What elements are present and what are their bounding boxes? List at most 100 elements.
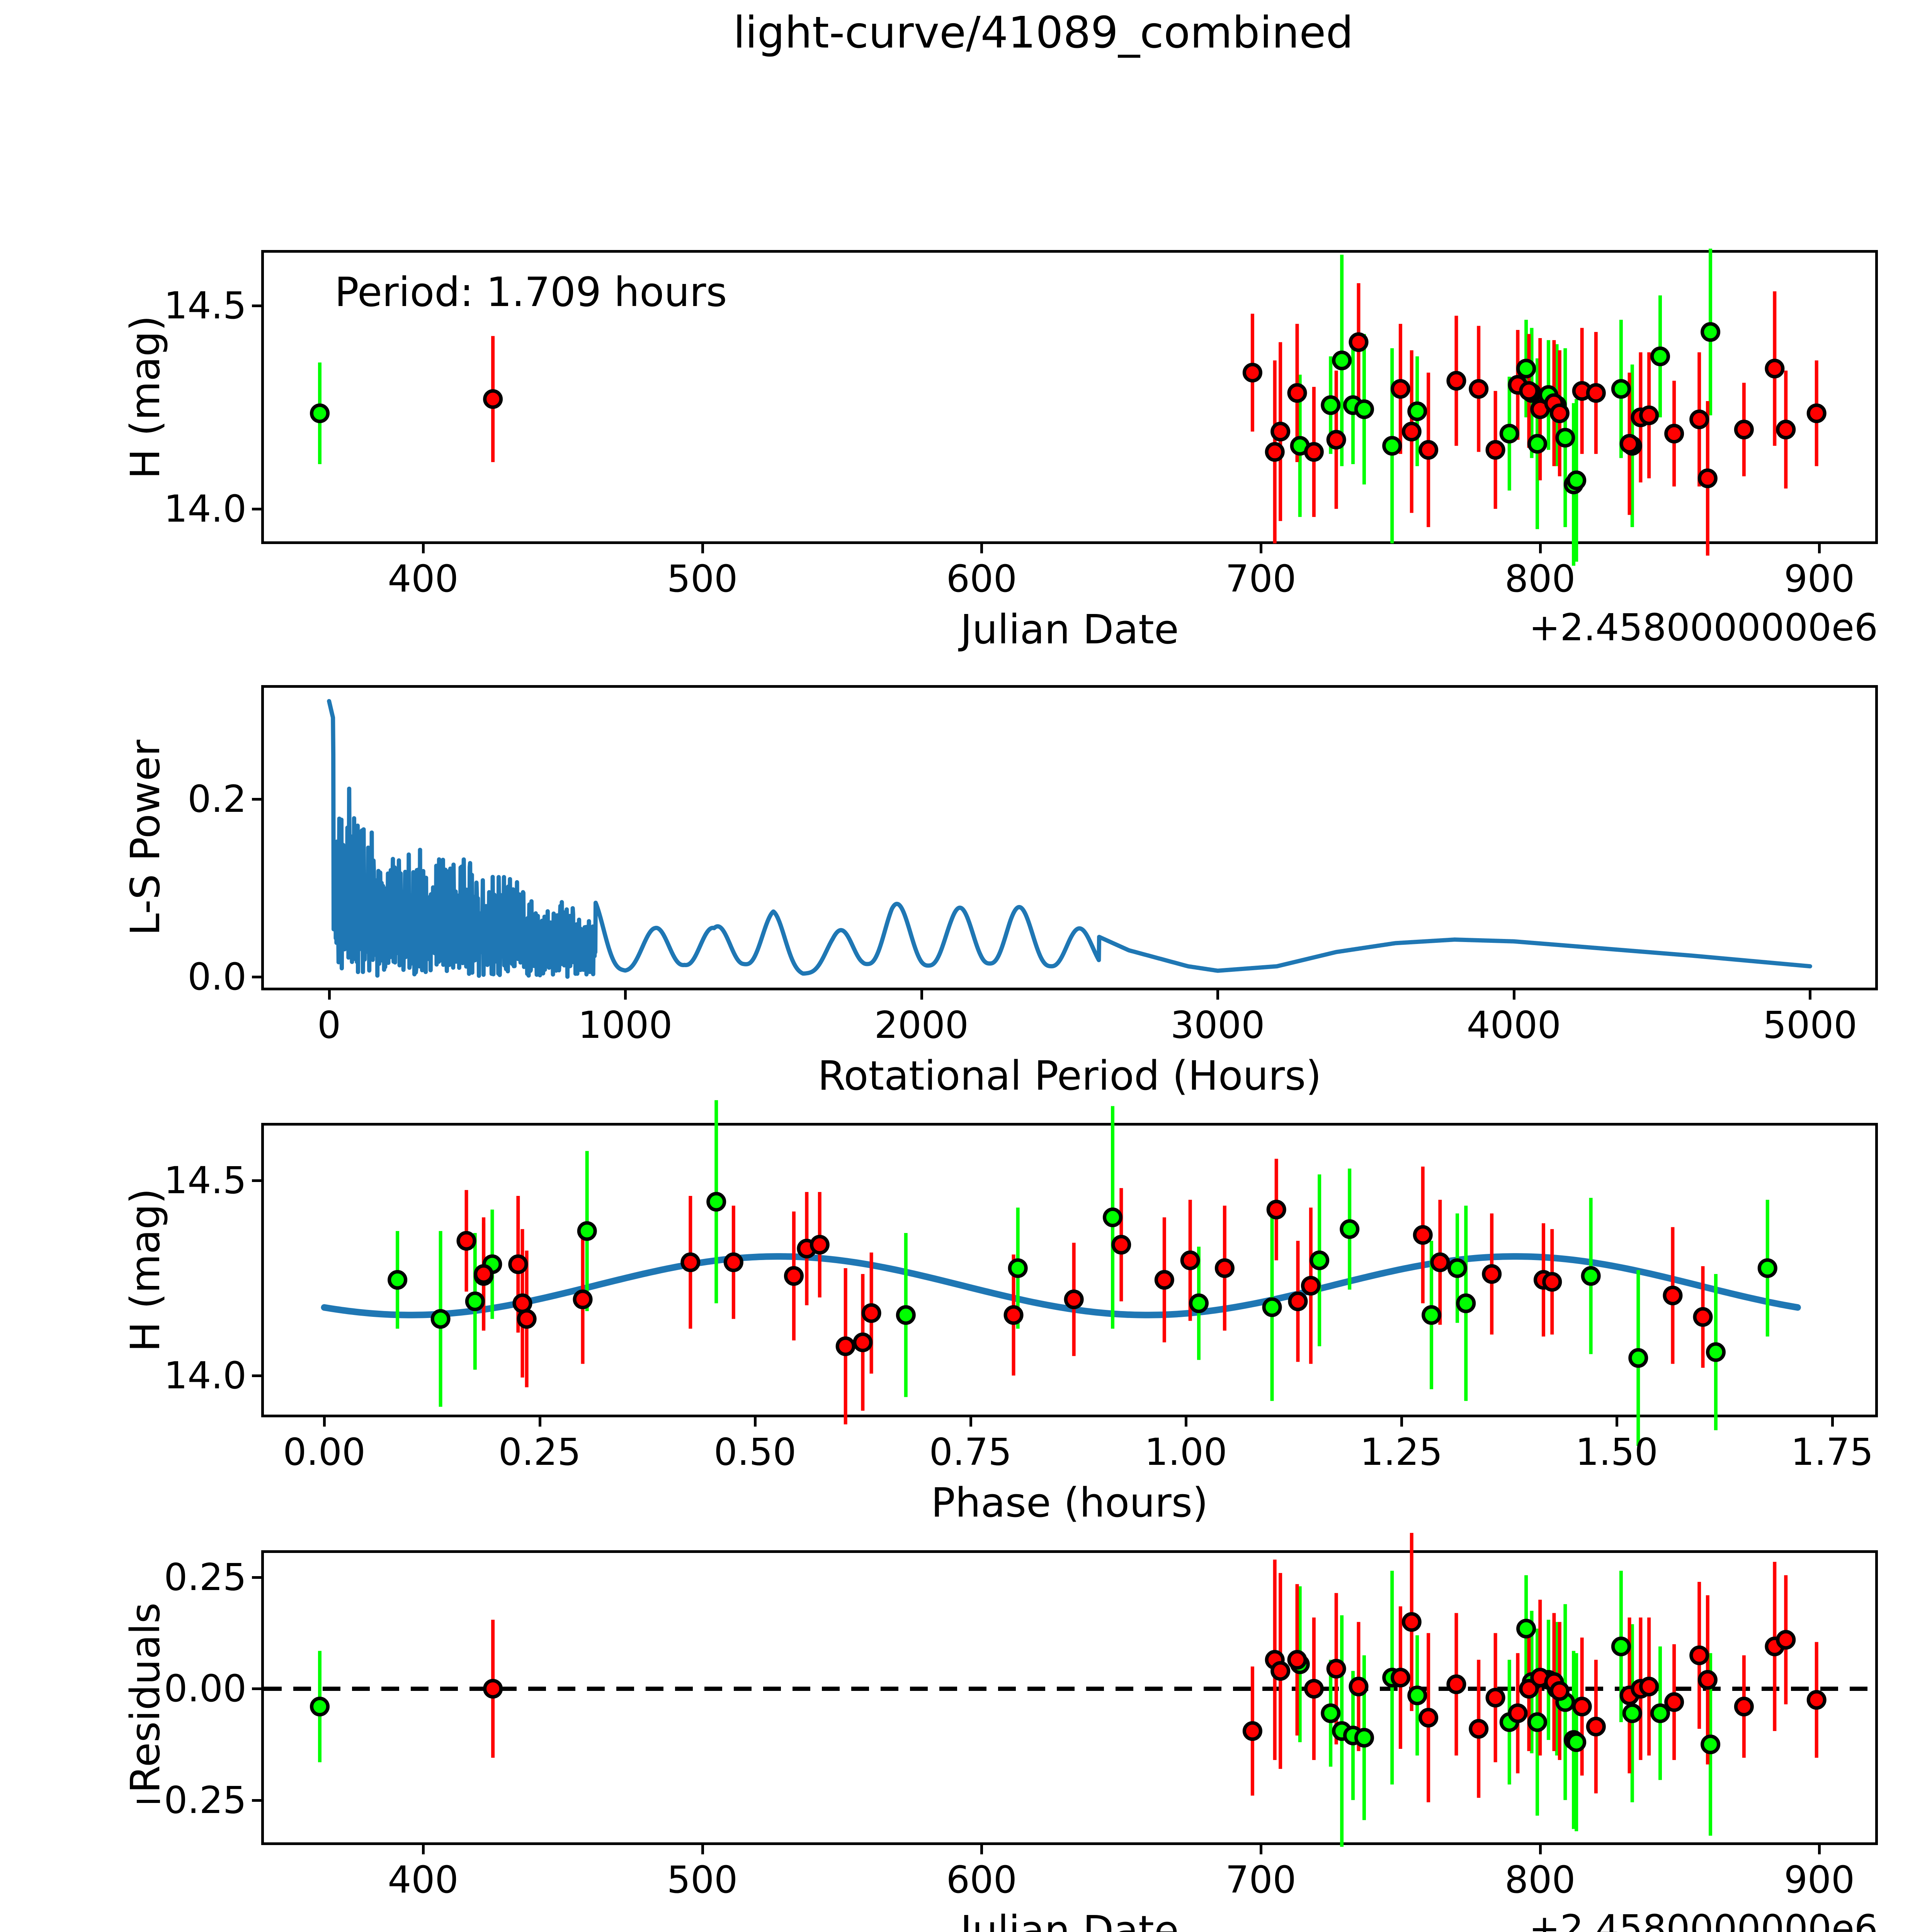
- x-tick-mark: [422, 1845, 425, 1854]
- y-tick-label: 0.25: [164, 1556, 247, 1599]
- markers-green-band: [310, 322, 1721, 495]
- x-tick-mark: [1539, 544, 1542, 553]
- x-tick-mark: [920, 990, 923, 1000]
- errorbars-green-band: [318, 1571, 1713, 1847]
- x-tick-label: 1000: [578, 1003, 673, 1047]
- x-tick-mark: [1185, 1417, 1188, 1427]
- x-tick-mark: [1400, 1417, 1403, 1427]
- markers-green-band: [310, 1619, 1721, 1754]
- x-tick-mark: [1818, 544, 1821, 553]
- x-axis-label: Rotational Period (Hours): [818, 1052, 1321, 1099]
- errorbars-green-band: [396, 1100, 1769, 1446]
- periodogram-line: [327, 699, 1812, 979]
- x-tick-mark: [969, 1417, 972, 1427]
- x-tick-label: 1.50: [1575, 1430, 1658, 1474]
- y-tick-label: 0.0: [187, 955, 247, 999]
- x-tick-label: 1.00: [1145, 1430, 1227, 1474]
- markers-green-band: [388, 1192, 1777, 1368]
- phase-folded-panel: [261, 1100, 1878, 1446]
- x-tick-label: 0.25: [498, 1430, 581, 1474]
- x-tick-label: 400: [388, 1858, 459, 1901]
- x-axis-label: Julian Date: [960, 1907, 1179, 1932]
- y-tick-label: 14.5: [164, 1158, 247, 1202]
- x-tick-mark: [701, 1845, 704, 1854]
- lightcurve-panel: [261, 248, 1878, 566]
- x-tick-label: 700: [1225, 1858, 1296, 1901]
- x-tick-mark: [1831, 1417, 1834, 1427]
- markers-red-band: [483, 1612, 1827, 1741]
- x-tick-mark: [1260, 544, 1263, 553]
- x-tick-mark: [1616, 1417, 1619, 1427]
- x-tick-mark: [1539, 1845, 1542, 1854]
- y-tick-label: −0.25: [133, 1778, 247, 1822]
- y-tick-label: 0.00: [164, 1667, 247, 1711]
- x-axis-offset-text: +2.4580000000e6: [1529, 1907, 1878, 1932]
- x-tick-label: 500: [667, 557, 738, 600]
- x-tick-mark: [538, 1417, 541, 1427]
- x-tick-mark: [980, 1845, 983, 1854]
- x-tick-label: 1.75: [1791, 1430, 1874, 1474]
- sinusoid-fit-line: [321, 1253, 1801, 1318]
- x-tick-label: 900: [1784, 1858, 1855, 1901]
- x-tick-mark: [323, 1417, 326, 1427]
- y-axis-label: H (mag): [122, 1188, 169, 1352]
- y-tick-label: 14.0: [164, 1354, 247, 1397]
- x-tick-label: 1.25: [1360, 1430, 1443, 1474]
- x-tick-label: 5000: [1763, 1003, 1857, 1047]
- x-tick-label: 2000: [874, 1003, 969, 1047]
- y-axis-label: Residuals: [122, 1602, 169, 1793]
- residuals-panel: [261, 1533, 1878, 1847]
- y-axis-label: H (mag): [122, 315, 169, 479]
- period-annotation: Period: 1.709 hours: [335, 269, 727, 316]
- x-tick-label: 600: [946, 1858, 1017, 1901]
- y-tick-mark: [252, 304, 261, 307]
- y-tick-mark: [252, 1576, 261, 1579]
- x-tick-label: 700: [1225, 557, 1296, 600]
- x-tick-mark: [328, 990, 331, 1000]
- x-tick-label: 0.00: [283, 1430, 366, 1474]
- x-tick-label: 900: [1784, 557, 1855, 600]
- x-tick-mark: [1260, 1845, 1263, 1854]
- y-tick-mark: [252, 798, 261, 801]
- x-tick-mark: [624, 990, 627, 1000]
- y-tick-label: 14.0: [164, 487, 247, 531]
- y-tick-label: 0.2: [187, 777, 247, 821]
- y-tick-mark: [252, 976, 261, 979]
- errorbars-red-band: [491, 1533, 1818, 1803]
- x-tick-label: 600: [946, 557, 1017, 600]
- x-axis-label: Phase (hours): [931, 1479, 1208, 1526]
- x-axis-label: Julian Date: [960, 606, 1179, 653]
- x-tick-mark: [980, 544, 983, 553]
- x-tick-mark: [1512, 990, 1515, 1000]
- x-tick-mark: [1818, 1845, 1821, 1854]
- x-tick-label: 4000: [1466, 1003, 1561, 1047]
- y-tick-mark: [252, 1374, 261, 1377]
- x-tick-label: 0: [317, 1003, 341, 1047]
- x-tick-mark: [1809, 990, 1812, 1000]
- errorbars-red-band: [491, 283, 1818, 556]
- figure-title: light-curve/41089_combined: [733, 8, 1354, 58]
- x-tick-label: 0.50: [714, 1430, 796, 1474]
- x-tick-mark: [1216, 990, 1219, 1000]
- x-tick-mark: [422, 544, 425, 553]
- markers-red-band: [483, 332, 1827, 488]
- x-axis-offset-text: +2.4580000000e6: [1529, 606, 1878, 649]
- y-tick-mark: [252, 1799, 261, 1802]
- x-tick-label: 0.75: [929, 1430, 1012, 1474]
- y-tick-mark: [252, 507, 261, 510]
- y-tick-mark: [252, 1179, 261, 1182]
- x-tick-label: 800: [1505, 557, 1576, 600]
- y-tick-mark: [252, 1687, 261, 1690]
- x-tick-label: 3000: [1170, 1003, 1265, 1047]
- y-tick-label: 14.5: [164, 284, 247, 327]
- x-tick-mark: [701, 544, 704, 553]
- x-tick-label: 500: [667, 1858, 738, 1901]
- x-tick-label: 800: [1505, 1858, 1576, 1901]
- markers-red-band: [456, 1199, 1713, 1356]
- x-tick-label: 400: [388, 557, 459, 600]
- y-axis-label: L-S Power: [122, 740, 169, 936]
- x-tick-mark: [754, 1417, 757, 1427]
- periodogram-panel: [261, 685, 1878, 990]
- errorbars-red-band: [464, 1158, 1705, 1425]
